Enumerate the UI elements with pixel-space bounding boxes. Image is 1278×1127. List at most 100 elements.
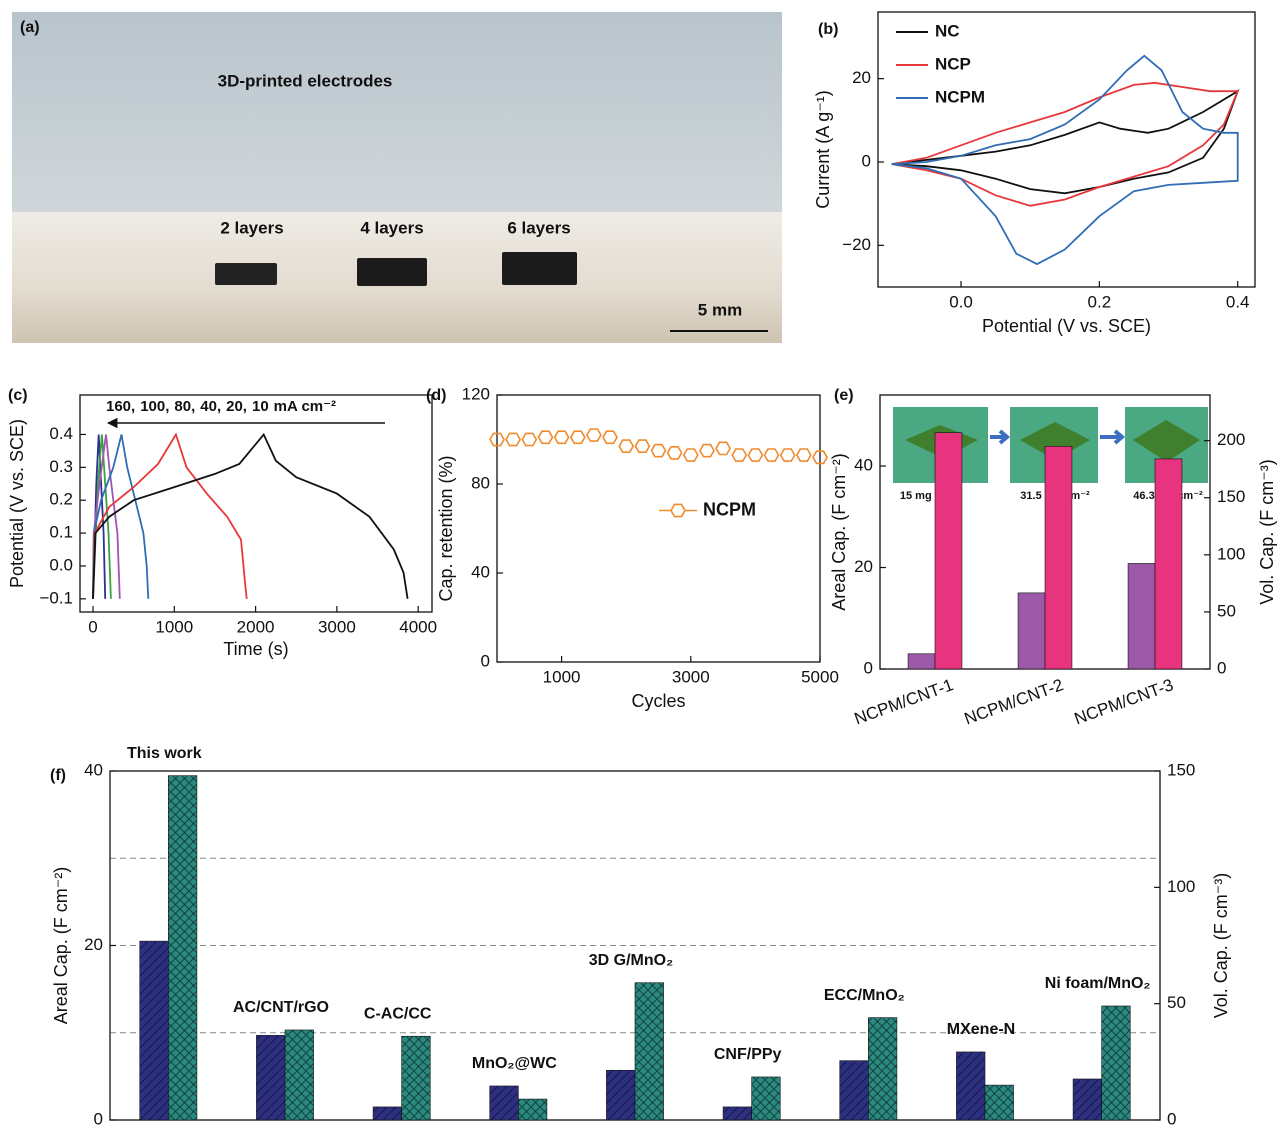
x-tick-label: 2000 [237,617,275,636]
y-axis-title: Areal Cap. (F cm⁻²) [51,867,71,1025]
y-axis-title: Potential (V vs. SCE) [7,419,27,588]
x-tick-label: 0.2 [1088,292,1112,311]
bar [606,1069,636,1121]
series-line [92,432,248,599]
data-point [699,443,715,458]
category-label: NCPM/CNT-2 [962,675,1066,728]
legend-label: 40, [200,398,221,415]
y-tick-label: 0 [864,658,873,677]
panel-label: (a) [20,19,40,36]
bar [168,775,198,1121]
bar [1154,458,1183,670]
category-label: 3D G/MnO₂ [589,952,673,969]
bar [284,1029,314,1121]
category-label: C-AC/CC [364,1005,432,1022]
y2-axis-title: Vol. Cap. (F cm⁻³) [1211,873,1231,1019]
bar [1101,1005,1131,1121]
legend-label: 20, [226,398,247,415]
data-point [795,448,812,462]
bar [751,1076,781,1121]
y2-tick-label: 150 [1217,487,1245,506]
bar [868,1017,898,1121]
y-tick-label: 40 [84,760,103,779]
x-tick-label: 4000 [399,617,437,636]
category-label: ECC/MnO₂ [824,987,905,1004]
legend-label: NCPM [703,499,756,519]
inset-arrow [1100,429,1126,445]
data-point [812,450,828,465]
y-tick-label: 40 [854,456,873,475]
data-point [489,432,505,447]
bar [934,432,963,670]
panel-label: (e) [834,387,854,404]
data-point [602,430,618,445]
bar [1017,592,1046,670]
bar [1127,563,1156,670]
data-point [521,432,538,447]
category-label: CNF/PPy [714,1046,782,1063]
x-tick-label: 0.4 [1226,292,1250,311]
bar [372,1106,402,1121]
data-point [634,439,651,454]
legend-label: NC [935,21,960,40]
bar [1044,446,1073,670]
y-tick-label: 0.2 [49,490,73,509]
data-point [537,430,554,445]
legend-label: NCP [935,54,971,73]
bar [634,982,664,1121]
legend-label: 10 [252,398,269,415]
bar [839,1060,869,1121]
y2-tick-label: 200 [1217,430,1245,449]
x-tick-label: 0 [88,617,97,636]
y-tick-label: 120 [462,384,490,403]
category-label: AC/CNT/rGO [233,999,329,1016]
category-label: This work [127,745,202,762]
y2-tick-label: 100 [1167,877,1195,896]
y-tick-label: 20 [84,935,103,954]
y2-axis-title: Vol. Cap. (F cm⁻³) [1257,459,1277,605]
x-tick-label: 0.0 [949,292,973,311]
y-tick-label: 0.0 [49,555,73,574]
bar [984,1084,1014,1121]
x-tick-label: 1000 [155,617,193,636]
bar [722,1106,752,1121]
bar [256,1035,286,1121]
x-axis-title: Cycles [631,691,685,711]
x-axis-title: Time (s) [223,639,288,659]
photo-label: 2 layers [220,218,283,237]
data-point [747,448,764,462]
data-point [666,445,683,460]
photo-title: 3D-printed electrodes [218,71,393,90]
data-point [682,448,699,462]
electrode [357,258,427,286]
legend-label: 100, [140,398,169,415]
series-line [92,432,409,599]
panel-label: (d) [426,387,446,404]
data-point [505,432,522,447]
inset-electrode [1020,422,1090,460]
category-label: Ni foam/MnO₂ [1045,975,1151,992]
data-point [650,443,667,458]
x-tick-label: 3000 [672,667,710,686]
photo-label: 4 layers [360,218,423,237]
legend-label: 160, [106,398,135,415]
bar [956,1051,986,1121]
scale-bar-label: 5 mm [698,300,742,319]
x-tick-label: 3000 [318,617,356,636]
y2-tick-label: 50 [1167,993,1186,1012]
bar [401,1035,431,1121]
y2-tick-label: 100 [1217,544,1245,563]
bar [518,1098,548,1121]
data-point [763,448,780,462]
y-tick-label: 0.1 [49,523,73,542]
category-label: NCPM/CNT-1 [852,675,956,728]
y-tick-label: 0 [94,1109,103,1127]
electrode [215,263,277,285]
y2-tick-label: 0 [1217,658,1226,677]
legend-marker [670,503,686,518]
y-tick-label: 20 [852,68,871,87]
y2-tick-label: 0 [1167,1109,1176,1127]
data-point [779,448,796,462]
